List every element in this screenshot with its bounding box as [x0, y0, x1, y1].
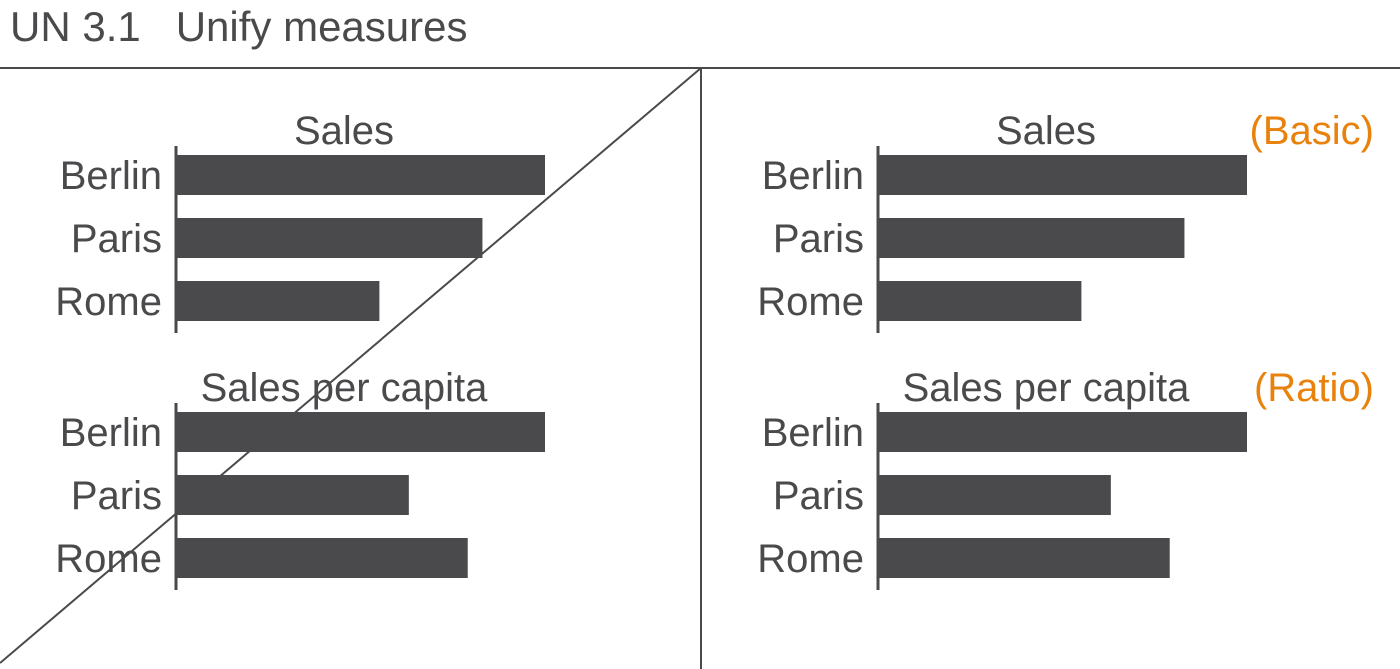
right-sales-bar-rome [879, 281, 1082, 321]
left-sales-bar-paris [177, 218, 483, 258]
right-sales-per-capita-bar-paris [879, 475, 1111, 515]
right-sales-bar-berlin [879, 155, 1247, 195]
right-sales-per-capita-title: Sales per capita [903, 366, 1191, 410]
left-sales-per-capita-label-berlin: Berlin [60, 411, 162, 455]
right-sales-per-capita-label-paris: Paris [773, 474, 864, 518]
right-sales-per-capita-label-rome: Rome [757, 537, 864, 581]
right-sales-per-capita-label-berlin: Berlin [762, 411, 864, 455]
left-sales-per-capita-bar-rome [177, 538, 468, 578]
left-sales-label-rome: Rome [55, 280, 162, 324]
right-sales-tag: (Basic) [1250, 109, 1374, 153]
right-sales-label-rome: Rome [757, 280, 864, 324]
right-sales-bar-paris [879, 218, 1185, 258]
left-sales-per-capita-bar-berlin [177, 412, 545, 452]
strike-through-line [0, 67, 702, 664]
right-sales-label-paris: Paris [773, 217, 864, 261]
left-sales-per-capita-title: Sales per capita [201, 366, 489, 410]
left-sales-title: Sales [294, 109, 394, 153]
left-sales-label-berlin: Berlin [60, 154, 162, 198]
right-sales-per-capita-bar-berlin [879, 412, 1247, 452]
left-sales-bar-rome [177, 281, 380, 321]
charts-group: Sales Berlin Paris Rome Sales per capita Berl… [55, 109, 1374, 590]
right-sales-title: Sales [996, 109, 1096, 153]
left-sales-per-capita-label-rome: Rome [55, 537, 162, 581]
left-sales-label-paris: Paris [71, 217, 162, 261]
left-sales-per-capita-bar-paris [177, 475, 409, 515]
page-title: UN 3.1 Unify measures [10, 3, 468, 50]
right-sales-per-capita-tag: (Ratio) [1254, 366, 1374, 410]
right-sales-label-berlin: Berlin [762, 154, 864, 198]
left-sales-bar-berlin [177, 155, 545, 195]
right-sales-per-capita-bar-rome [879, 538, 1170, 578]
left-sales-per-capita-label-paris: Paris [71, 474, 162, 518]
